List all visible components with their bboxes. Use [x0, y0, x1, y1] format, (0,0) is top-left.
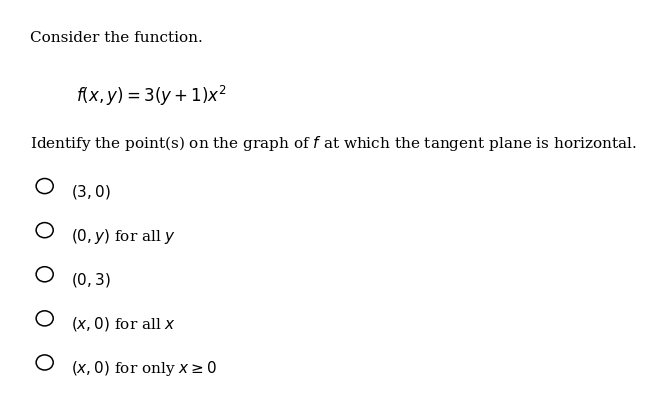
- Text: $(x, 0)$ for only $x \geq 0$: $(x, 0)$ for only $x \geq 0$: [71, 359, 217, 378]
- Text: $(3, 0)$: $(3, 0)$: [71, 183, 111, 201]
- Text: Consider the function.: Consider the function.: [30, 32, 202, 45]
- Text: $(x, 0)$ for all $x$: $(x, 0)$ for all $x$: [71, 315, 176, 333]
- Text: $(0, y)$ for all $y$: $(0, y)$ for all $y$: [71, 227, 176, 246]
- Text: Identify the point(s) on the graph of $f$ at which the tangent plane is horizont: Identify the point(s) on the graph of $f…: [30, 134, 637, 153]
- Text: $f(x, y) = 3(y + 1)x^2$: $f(x, y) = 3(y + 1)x^2$: [76, 84, 226, 108]
- Text: $(0, 3)$: $(0, 3)$: [71, 271, 111, 289]
